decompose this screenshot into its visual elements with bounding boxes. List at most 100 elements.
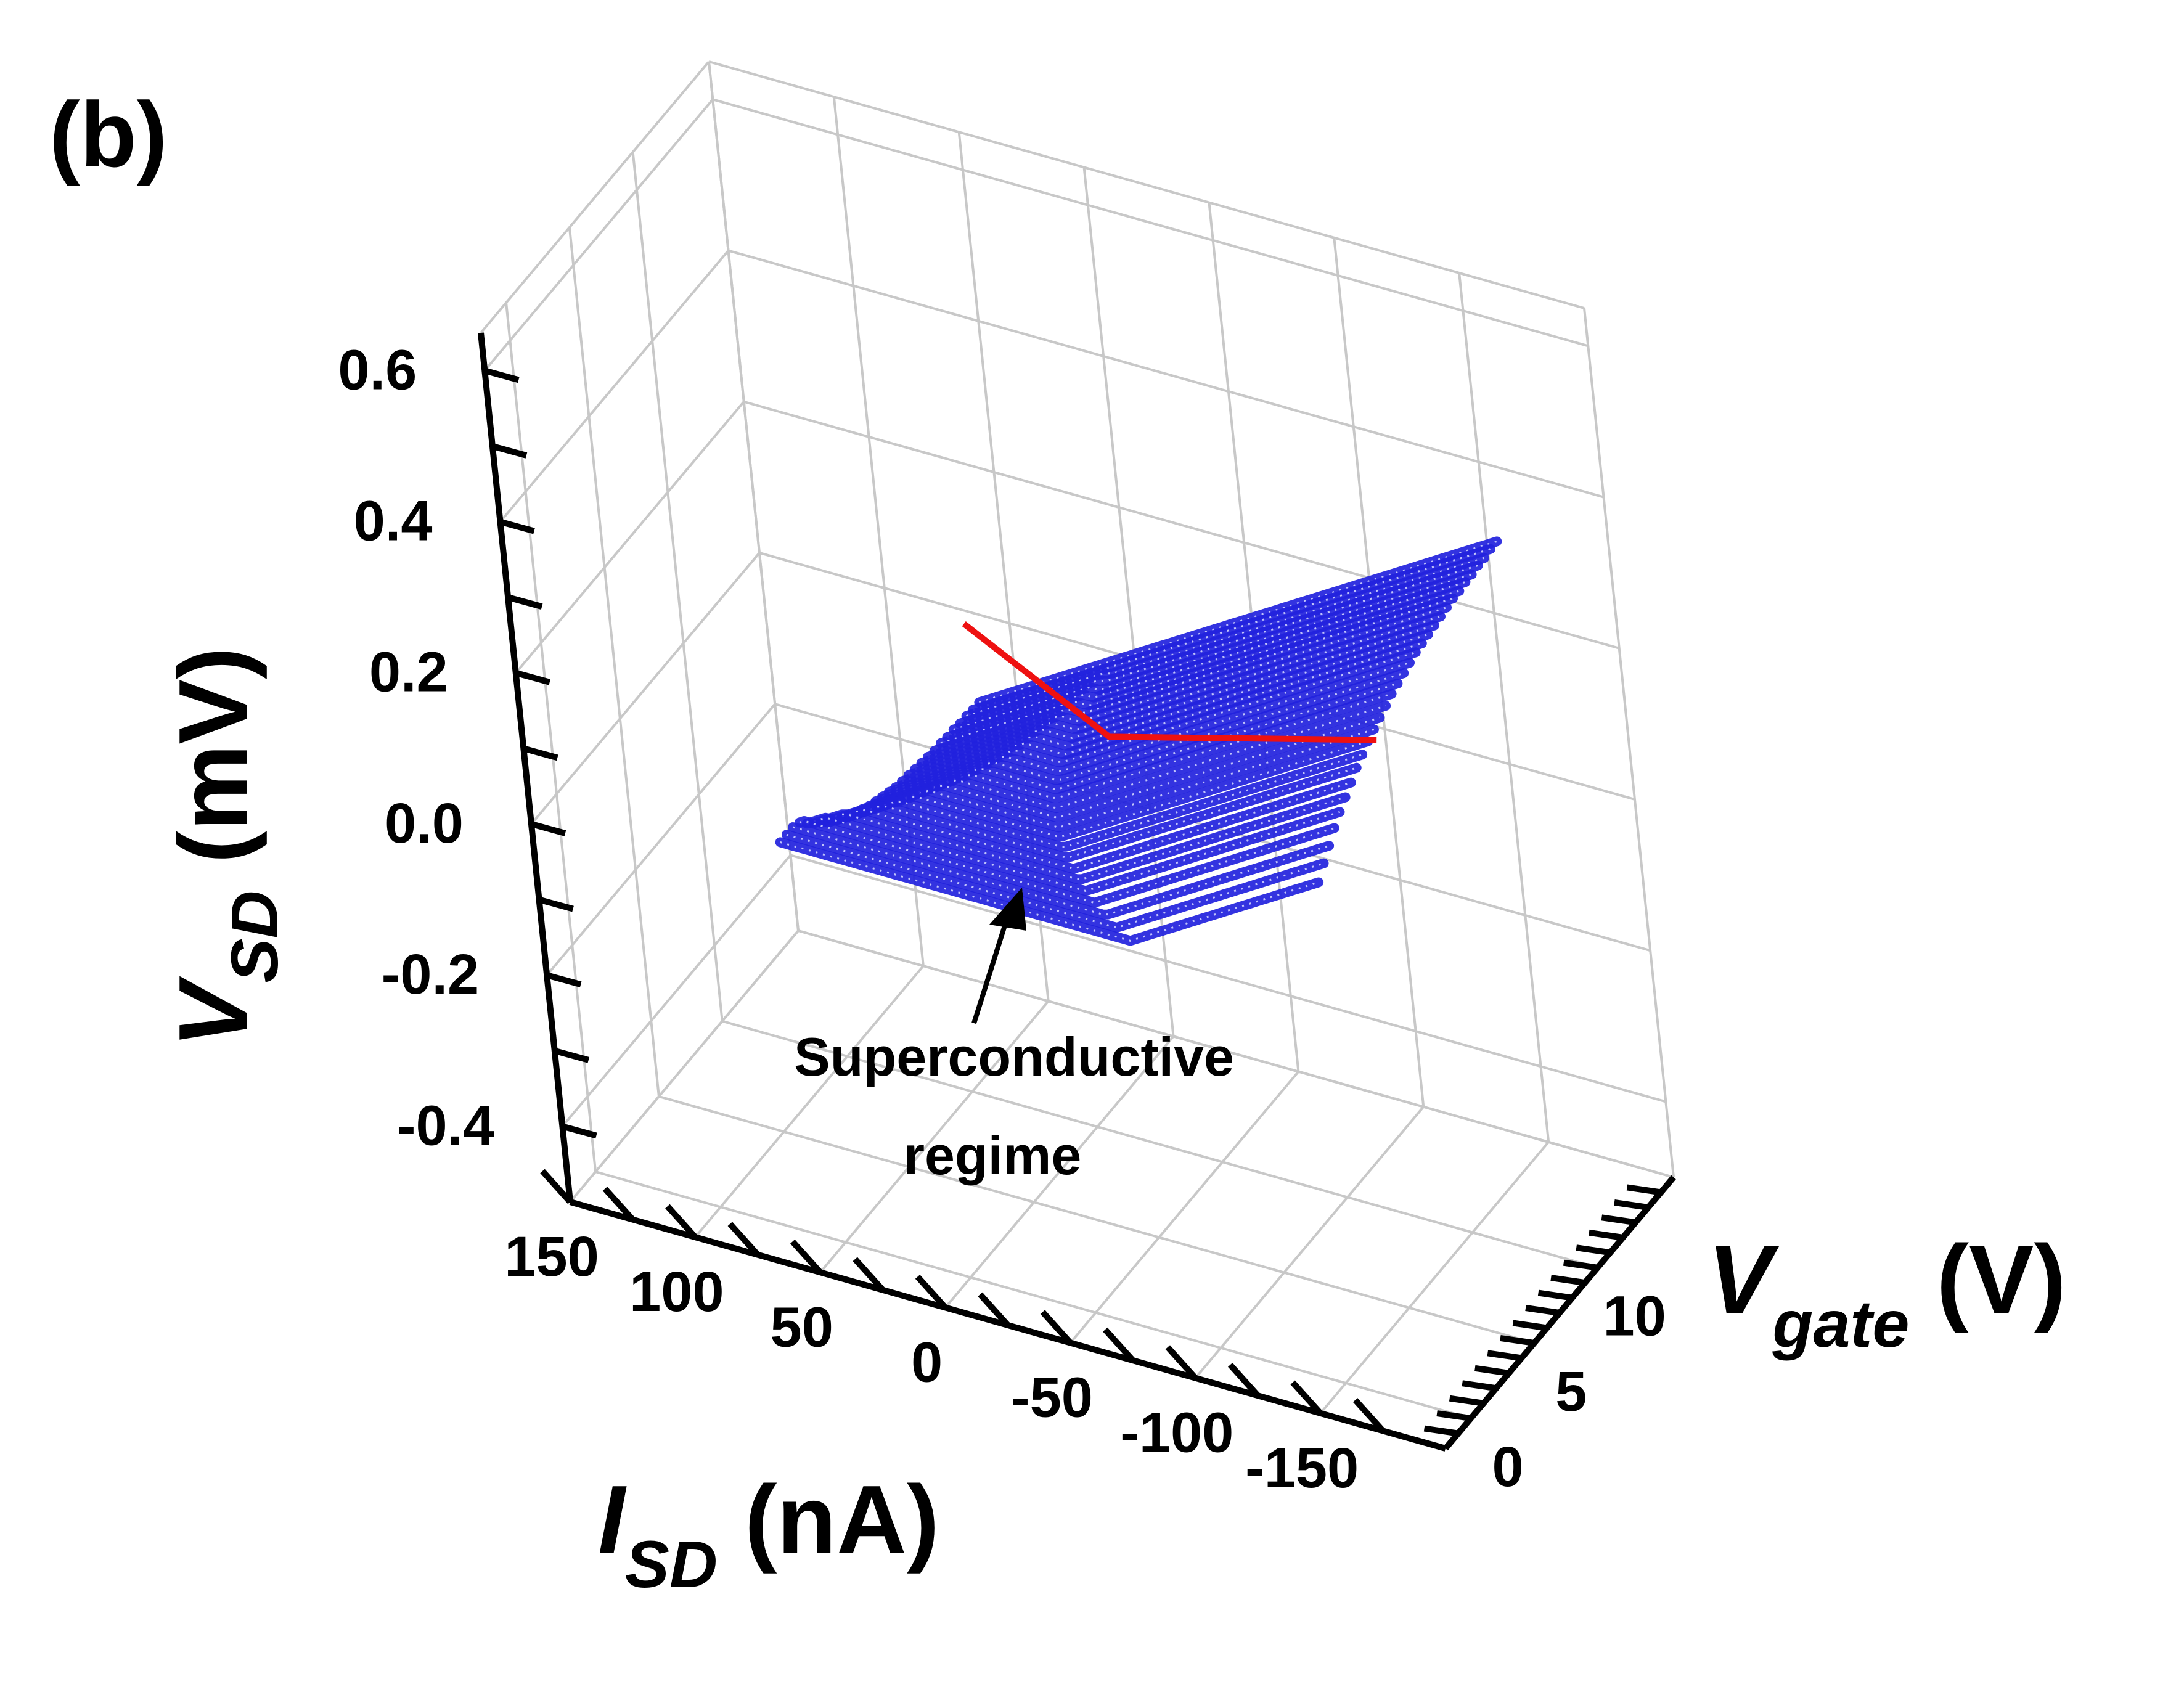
grid-floor-x-4 — [1069, 1071, 1299, 1344]
grid-back-horizontal-7 — [708, 60, 1585, 309]
z-tick-label-5: 0.6 — [338, 338, 417, 401]
x-tick-50 — [790, 1239, 823, 1275]
y-tick-label-2: 10 — [1603, 1285, 1666, 1348]
x-tick--100 — [1165, 1345, 1198, 1381]
x-tick--25 — [978, 1292, 1010, 1328]
z-tick-0.3 — [507, 594, 543, 610]
z-axis-title-unit: (mV) — [159, 647, 268, 891]
z-axis-title-subscript: SD — [217, 891, 292, 983]
y-tick-7 — [1525, 1305, 1560, 1316]
grid-floor-x-1 — [694, 965, 925, 1238]
trace-dots-gate-5.5 — [855, 716, 1380, 819]
trace-dots-gate-4 — [834, 753, 1363, 848]
x-tick--75 — [1103, 1327, 1135, 1363]
y-tick-8 — [1537, 1289, 1573, 1301]
trace-dots-gate-4.5 — [841, 740, 1368, 838]
y-tick-5 — [1500, 1334, 1535, 1346]
z-tick-0.4 — [499, 518, 535, 534]
z-axis-title: VSD (mV) — [159, 647, 292, 1048]
grid-floor-y-1 — [595, 1170, 1471, 1420]
grid-left-vertical-1 — [505, 302, 597, 1172]
y-tick-2 — [1462, 1380, 1497, 1392]
grid-floor-x-5 — [1194, 1106, 1425, 1379]
x-tick-label-0: 150 — [504, 1225, 599, 1288]
trace-dots-gate-12 — [940, 590, 1460, 745]
grid-floor-y-2 — [658, 1095, 1535, 1344]
grid-back-vertical-3 — [1082, 167, 1175, 1037]
grid-floor-y-4 — [798, 929, 1674, 1178]
trace-dots-gate-3 — [820, 782, 1352, 870]
y-axis-title: Vgate (V) — [1708, 1225, 2066, 1361]
x-tick-label-5: -100 — [1120, 1402, 1233, 1464]
trace-gate-0 — [775, 837, 1324, 946]
y-tick-9 — [1550, 1275, 1585, 1286]
x-tick--150 — [1290, 1380, 1323, 1416]
z-tick-label-4: 0.4 — [354, 490, 433, 553]
annotation-arrowhead — [989, 888, 1026, 931]
x-axis-title: ISD (nA) — [598, 1466, 939, 1601]
y-tick-15 — [1626, 1184, 1662, 1196]
z-tick-0.6 — [483, 367, 520, 383]
x-tick-label-4: -50 — [1011, 1366, 1093, 1429]
z-axis-title-symbol: V — [159, 976, 268, 1048]
z-tick-label-3: 0.2 — [369, 641, 448, 704]
grid-left-horizontal-3 — [530, 552, 761, 825]
x-tick-125 — [602, 1187, 636, 1222]
z-tick--0.1 — [538, 896, 574, 912]
y-tick--1 — [1423, 1425, 1459, 1437]
grid-left-horizontal-6 — [483, 99, 714, 372]
trace-dots-gate-15 — [978, 540, 1497, 703]
grid-floor-x-6 — [1319, 1141, 1550, 1415]
x-tick-label-2: 50 — [771, 1296, 833, 1358]
grid-left-vertical-2 — [568, 227, 660, 1097]
y-tick-6 — [1512, 1320, 1548, 1331]
grid-back-vertical-7 — [1583, 308, 1675, 1178]
trace-gate-0.5 — [782, 830, 1329, 933]
z-tick-0.5 — [491, 443, 528, 459]
critical-boundary-layer — [962, 621, 1377, 743]
panel-label: (b) — [49, 83, 168, 186]
y-tick-12 — [1589, 1229, 1624, 1241]
grid-left-vertical-4 — [708, 61, 800, 931]
y-tick-4 — [1487, 1350, 1523, 1362]
y-tick-13 — [1601, 1214, 1637, 1226]
y-axis-title-unit: (V) — [1909, 1225, 2066, 1334]
grid-back-horizontal-6 — [712, 98, 1589, 348]
trace-dots-gate-13 — [953, 573, 1473, 731]
grid-left-horizontal-2 — [546, 703, 776, 976]
x-tick-25 — [853, 1257, 885, 1293]
x-tick--175 — [1352, 1398, 1386, 1433]
annotation: Superconductive regime — [794, 888, 1234, 1186]
trace-gate-1 — [788, 822, 1335, 920]
x-axis-title-unit: (nA) — [718, 1466, 939, 1574]
trace-dots-gate-1.5 — [799, 820, 1335, 904]
grid-floor-x-3 — [944, 1035, 1175, 1309]
y-axis-title-symbol: V — [1708, 1225, 1780, 1334]
x-axis-title-subscript: SD — [625, 1527, 718, 1601]
critical-boundary-line — [962, 621, 1377, 743]
annotation-line1: Superconductive — [794, 1026, 1234, 1087]
x-tick-label-3: 0 — [911, 1331, 943, 1394]
trace-gate-2 — [801, 807, 1345, 896]
grid-left-vertical-3 — [631, 152, 724, 1021]
y-tick-label-1: 5 — [1555, 1360, 1587, 1423]
z-tick-label-1: -0.2 — [382, 943, 480, 1006]
x-tick-75 — [727, 1222, 761, 1257]
tick-label-layer: -0.4-0.20.00.20.40.6150100500-50-100-150… — [338, 338, 1666, 1500]
z-tick-label-2: 0.0 — [385, 792, 464, 855]
y-axis-title-subscript: gate — [1772, 1286, 1909, 1361]
trace-gate-2.5 — [809, 792, 1351, 884]
grid-back-vertical-6 — [1458, 272, 1550, 1143]
y-tick-0 — [1436, 1410, 1471, 1422]
grid-left-horizontal-5 — [499, 250, 730, 523]
trace-dots-gate-5 — [848, 728, 1375, 829]
x-tick--125 — [1227, 1362, 1261, 1398]
grid-floor-x-2 — [819, 1000, 1050, 1273]
x-tick-label-1: 100 — [629, 1260, 724, 1323]
data-layer — [775, 536, 1502, 946]
axes-layer — [478, 332, 1676, 1452]
grid-left-horizontal-1 — [561, 854, 791, 1127]
y-tick-14 — [1614, 1199, 1649, 1211]
x-tick--50 — [1040, 1310, 1073, 1345]
